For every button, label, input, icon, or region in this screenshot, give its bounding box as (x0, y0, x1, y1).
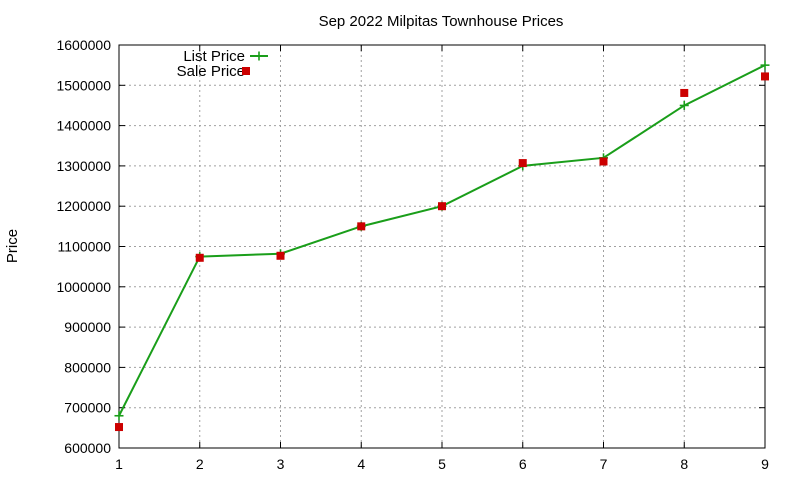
x-tick-label: 8 (680, 456, 688, 472)
data-point (599, 157, 608, 166)
data-point (114, 411, 124, 421)
x-tick-label: 5 (438, 456, 446, 472)
legend-label: List Price (183, 48, 245, 65)
legend-swatch-marker (254, 51, 264, 61)
y-tick-label: 700000 (64, 400, 111, 416)
x-tick-label: 9 (761, 456, 769, 472)
data-point (276, 251, 285, 260)
data-point (518, 159, 527, 168)
data-point (679, 100, 689, 110)
series-layer (114, 60, 770, 432)
y-tick-label: 1500000 (56, 77, 111, 93)
data-point (357, 222, 366, 231)
x-tick-label: 4 (357, 456, 365, 472)
y-tick-label: 1400000 (56, 118, 111, 134)
x-tick-label: 2 (196, 456, 204, 472)
data-point (438, 202, 446, 211)
y-tick-label: 1200000 (56, 198, 111, 214)
legend-label: Sale Price (177, 63, 245, 80)
y-tick-label: 1000000 (56, 279, 111, 295)
y-tick-label: 1300000 (56, 158, 111, 174)
y-tick-label: 800000 (64, 359, 111, 375)
series-sale-price (115, 72, 769, 432)
y-axis-label: Price (4, 229, 21, 263)
data-point (760, 60, 770, 70)
axis-ticks: 1 2 3 4 5 6 7 8 9 600000 700000 800000 900000 1000000… (56, 37, 769, 472)
grid-lines (119, 45, 765, 448)
data-point (761, 72, 769, 81)
legend-swatch-marker (242, 67, 250, 75)
y-tick-label: 1600000 (56, 37, 111, 53)
chart-title: Sep 2022 Milpitas Townhouse Prices (319, 13, 564, 30)
y-tick-label: 600000 (64, 440, 111, 456)
data-point (195, 253, 204, 262)
x-tick-label: 3 (277, 456, 285, 472)
data-point (115, 423, 123, 432)
x-tick-label: 7 (600, 456, 608, 472)
x-tick-label: 6 (519, 456, 527, 472)
x-tick-label: 1 (115, 456, 123, 472)
y-tick-label: 900000 (64, 319, 111, 335)
data-point (680, 88, 689, 97)
y-tick-label: 1100000 (58, 239, 112, 255)
